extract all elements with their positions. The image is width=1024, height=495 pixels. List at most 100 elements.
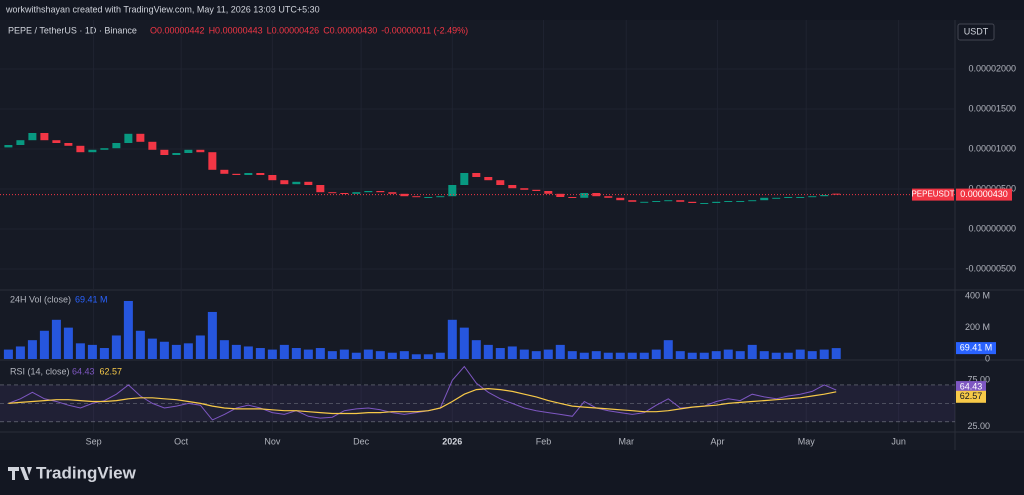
brand-logo <box>8 467 32 480</box>
candle <box>832 193 841 195</box>
volume-bar <box>723 349 733 359</box>
candle <box>220 169 229 174</box>
volume-bar <box>123 300 133 359</box>
candle <box>304 181 313 185</box>
rsi-legend-value: 64.43 <box>72 366 95 376</box>
currency-box[interactable] <box>957 23 995 41</box>
volume-bar <box>627 352 637 359</box>
volume-bar <box>291 348 301 359</box>
ohlc-value: -0.00000011 (-2.49%) <box>381 25 468 35</box>
currency[interactable]: USDT <box>964 26 989 36</box>
volume-bar <box>303 349 313 359</box>
candle <box>244 173 253 175</box>
volume-bar <box>399 351 409 359</box>
ohlc-value: C0.00000430 <box>323 25 377 35</box>
last-price-label: 0.00000430 <box>960 189 1008 199</box>
volume-badge <box>956 342 996 355</box>
volume-bar <box>651 349 661 359</box>
volume-bar <box>255 348 265 359</box>
candle <box>796 197 805 198</box>
candle <box>172 153 181 155</box>
candle <box>484 177 493 181</box>
volume-bar <box>243 346 253 359</box>
volume-bar <box>423 354 433 359</box>
candle <box>88 149 97 153</box>
x-tick-label: Mar <box>619 436 635 446</box>
candle <box>760 197 769 201</box>
volume-bar <box>519 349 529 359</box>
volume-bar <box>759 351 769 359</box>
ohlc-value: O0.00000442 <box>150 25 205 35</box>
candle <box>100 148 109 150</box>
y-tick-label: 75.00 <box>967 375 990 385</box>
volume-bar <box>327 351 337 359</box>
candle <box>28 133 37 141</box>
brand: TradingView <box>36 463 137 482</box>
candle <box>112 143 121 149</box>
volume-bar <box>687 352 697 359</box>
volume-bar <box>231 344 241 359</box>
candle <box>4 145 13 148</box>
candle <box>448 185 457 197</box>
rsi-badge <box>956 390 986 403</box>
volume-bar <box>675 351 685 359</box>
volume-bar <box>267 349 277 359</box>
volume-bar <box>39 330 49 359</box>
candle <box>532 189 541 191</box>
y-tick-label: 0.00001500 <box>968 103 1016 113</box>
volume-badge-label: 69.41 M <box>960 342 993 352</box>
candle <box>664 200 673 202</box>
rsi-line <box>8 387 837 415</box>
candle <box>64 143 73 146</box>
candle <box>556 193 565 197</box>
candle <box>472 173 481 177</box>
candle <box>736 201 745 202</box>
price-badge <box>956 188 1012 201</box>
candle <box>640 201 649 203</box>
candle <box>772 197 781 199</box>
volume-bar <box>579 352 589 359</box>
candle <box>76 145 85 153</box>
volume-bar <box>183 343 193 359</box>
volume-bar <box>543 349 553 359</box>
candle <box>808 196 817 198</box>
y-tick-label: 0.00001000 <box>968 143 1016 153</box>
candle <box>496 180 505 185</box>
volume-bar <box>159 341 169 359</box>
candle <box>232 173 241 175</box>
volume-bar <box>99 348 109 359</box>
candle <box>376 191 385 193</box>
candle <box>412 196 421 198</box>
volume-bar <box>315 348 325 359</box>
volume-bar <box>135 330 145 359</box>
candle <box>604 196 613 198</box>
candle <box>544 191 553 194</box>
rsi-title: RSI (14, close) <box>10 366 70 376</box>
candle <box>784 197 793 198</box>
candle <box>424 197 433 198</box>
volume-bar <box>831 348 841 359</box>
volume-title: 24H Vol (close) <box>10 294 71 304</box>
symbol-title: PEPE / TetherUS · 1D · Binance <box>8 25 137 35</box>
candle <box>748 200 757 202</box>
x-tick-label: Feb <box>536 436 552 446</box>
y-tick-label: 200 M <box>965 322 990 332</box>
volume-bar <box>699 352 709 359</box>
x-tick-label: Jun <box>891 436 906 446</box>
volume-bar <box>375 351 385 359</box>
candle <box>136 133 145 142</box>
candle <box>460 173 469 185</box>
candle <box>820 195 829 197</box>
volume-bar <box>615 352 625 359</box>
candle <box>352 192 361 194</box>
candle <box>724 201 733 202</box>
volume-bar <box>459 327 469 359</box>
candle <box>700 203 709 204</box>
candle <box>280 180 289 185</box>
volume-bar <box>411 354 421 359</box>
volume-bar <box>711 351 721 359</box>
candle <box>16 140 25 145</box>
candle <box>592 193 601 197</box>
volume-bar <box>807 351 817 359</box>
